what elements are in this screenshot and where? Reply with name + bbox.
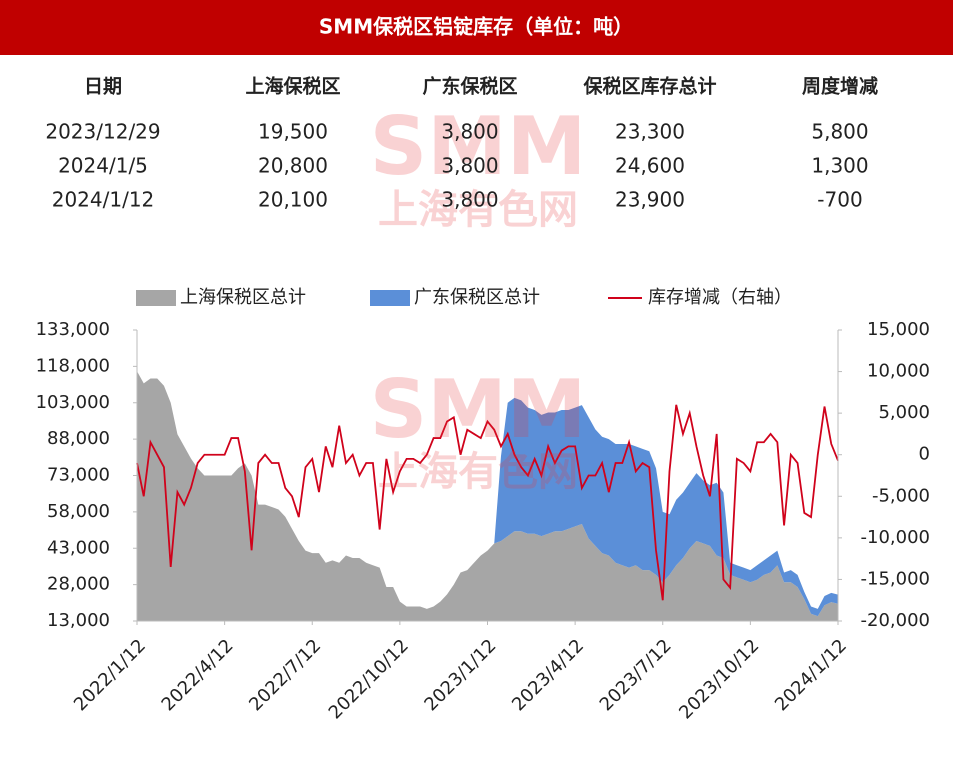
table-header: 周度增减 — [802, 75, 878, 98]
y2-tick-label: 0 — [919, 444, 930, 465]
table-cell: 3,800 — [441, 154, 498, 178]
x-tick-label: 2022/7/12 — [245, 635, 325, 715]
change-line — [136, 404, 839, 601]
y-tick-label: 133,000 — [36, 319, 110, 340]
area — [137, 371, 838, 621]
table-cell: 3,800 — [441, 120, 498, 144]
area — [137, 371, 838, 617]
watermark-logo: SMM — [370, 100, 587, 193]
table-cell: 2023/12/29 — [45, 120, 160, 144]
table-cell: 2024/1/12 — [52, 188, 155, 212]
watermark-logo: SMM — [370, 363, 587, 456]
x-tick-label: 2023/4/12 — [508, 635, 588, 715]
y-tick-label: 13,000 — [47, 610, 110, 631]
legend-swatch — [370, 290, 410, 306]
y-tick-label: 118,000 — [36, 355, 110, 376]
y2-tick-label: 15,000 — [867, 319, 930, 340]
x-tick-label: 2022/4/12 — [158, 635, 238, 715]
y2-tick-label: -15,000 — [861, 568, 930, 589]
y2-tick-label: -5,000 — [872, 485, 930, 506]
legend-label: 上海保税区总计 — [180, 287, 306, 308]
watermark-text: 上海有色网 — [378, 449, 578, 495]
y-tick-label: 103,000 — [36, 392, 110, 413]
x-tick-label: 2022/10/12 — [325, 635, 413, 723]
x-tick-label: 2024/1/12 — [771, 635, 851, 715]
page-title: SMM保税区铝锭库存（单位：吨） — [319, 15, 633, 39]
y2-tick-label: 10,000 — [867, 361, 930, 382]
x-tick-label: 2023/7/12 — [596, 635, 676, 715]
table-cell: 23,900 — [615, 188, 685, 212]
table-header: 日期 — [84, 76, 122, 98]
table-cell: 19,500 — [258, 120, 328, 144]
table-cell: 3,800 — [441, 188, 498, 212]
legend-label: 库存增减（右轴） — [648, 287, 792, 308]
watermark-text: 上海有色网 — [378, 187, 578, 233]
x-tick-label: 2022/1/12 — [70, 635, 150, 715]
y-tick-label: 58,000 — [47, 501, 110, 522]
table-cell: 20,800 — [258, 154, 328, 178]
table-header: 广东保税区 — [422, 75, 517, 98]
x-tick-label: 2023/10/12 — [675, 635, 763, 723]
y-tick-label: 73,000 — [47, 465, 110, 486]
y-tick-label: 43,000 — [47, 537, 110, 558]
x-tick-label: 2023/1/12 — [420, 635, 500, 715]
table-cell: 23,300 — [615, 120, 685, 144]
table-header: 保税区库存总计 — [582, 75, 716, 98]
y-tick-label: 88,000 — [47, 428, 110, 449]
legend-label: 广东保税区总计 — [414, 287, 540, 308]
y2-tick-label: 5,000 — [878, 402, 930, 423]
legend-swatch — [136, 290, 176, 306]
title-bar — [0, 0, 953, 55]
table-cell: 24,600 — [615, 154, 685, 178]
table-cell: 1,300 — [811, 154, 868, 178]
y-tick-label: 28,000 — [47, 574, 110, 595]
table-cell: -700 — [817, 188, 862, 212]
y2-tick-label: -20,000 — [861, 610, 930, 631]
table-cell: 2024/1/5 — [58, 154, 148, 178]
table-cell: 20,100 — [258, 188, 328, 212]
y2-tick-label: -10,000 — [861, 527, 930, 548]
table-header: 上海保税区 — [245, 75, 340, 98]
table-cell: 5,800 — [811, 120, 868, 144]
